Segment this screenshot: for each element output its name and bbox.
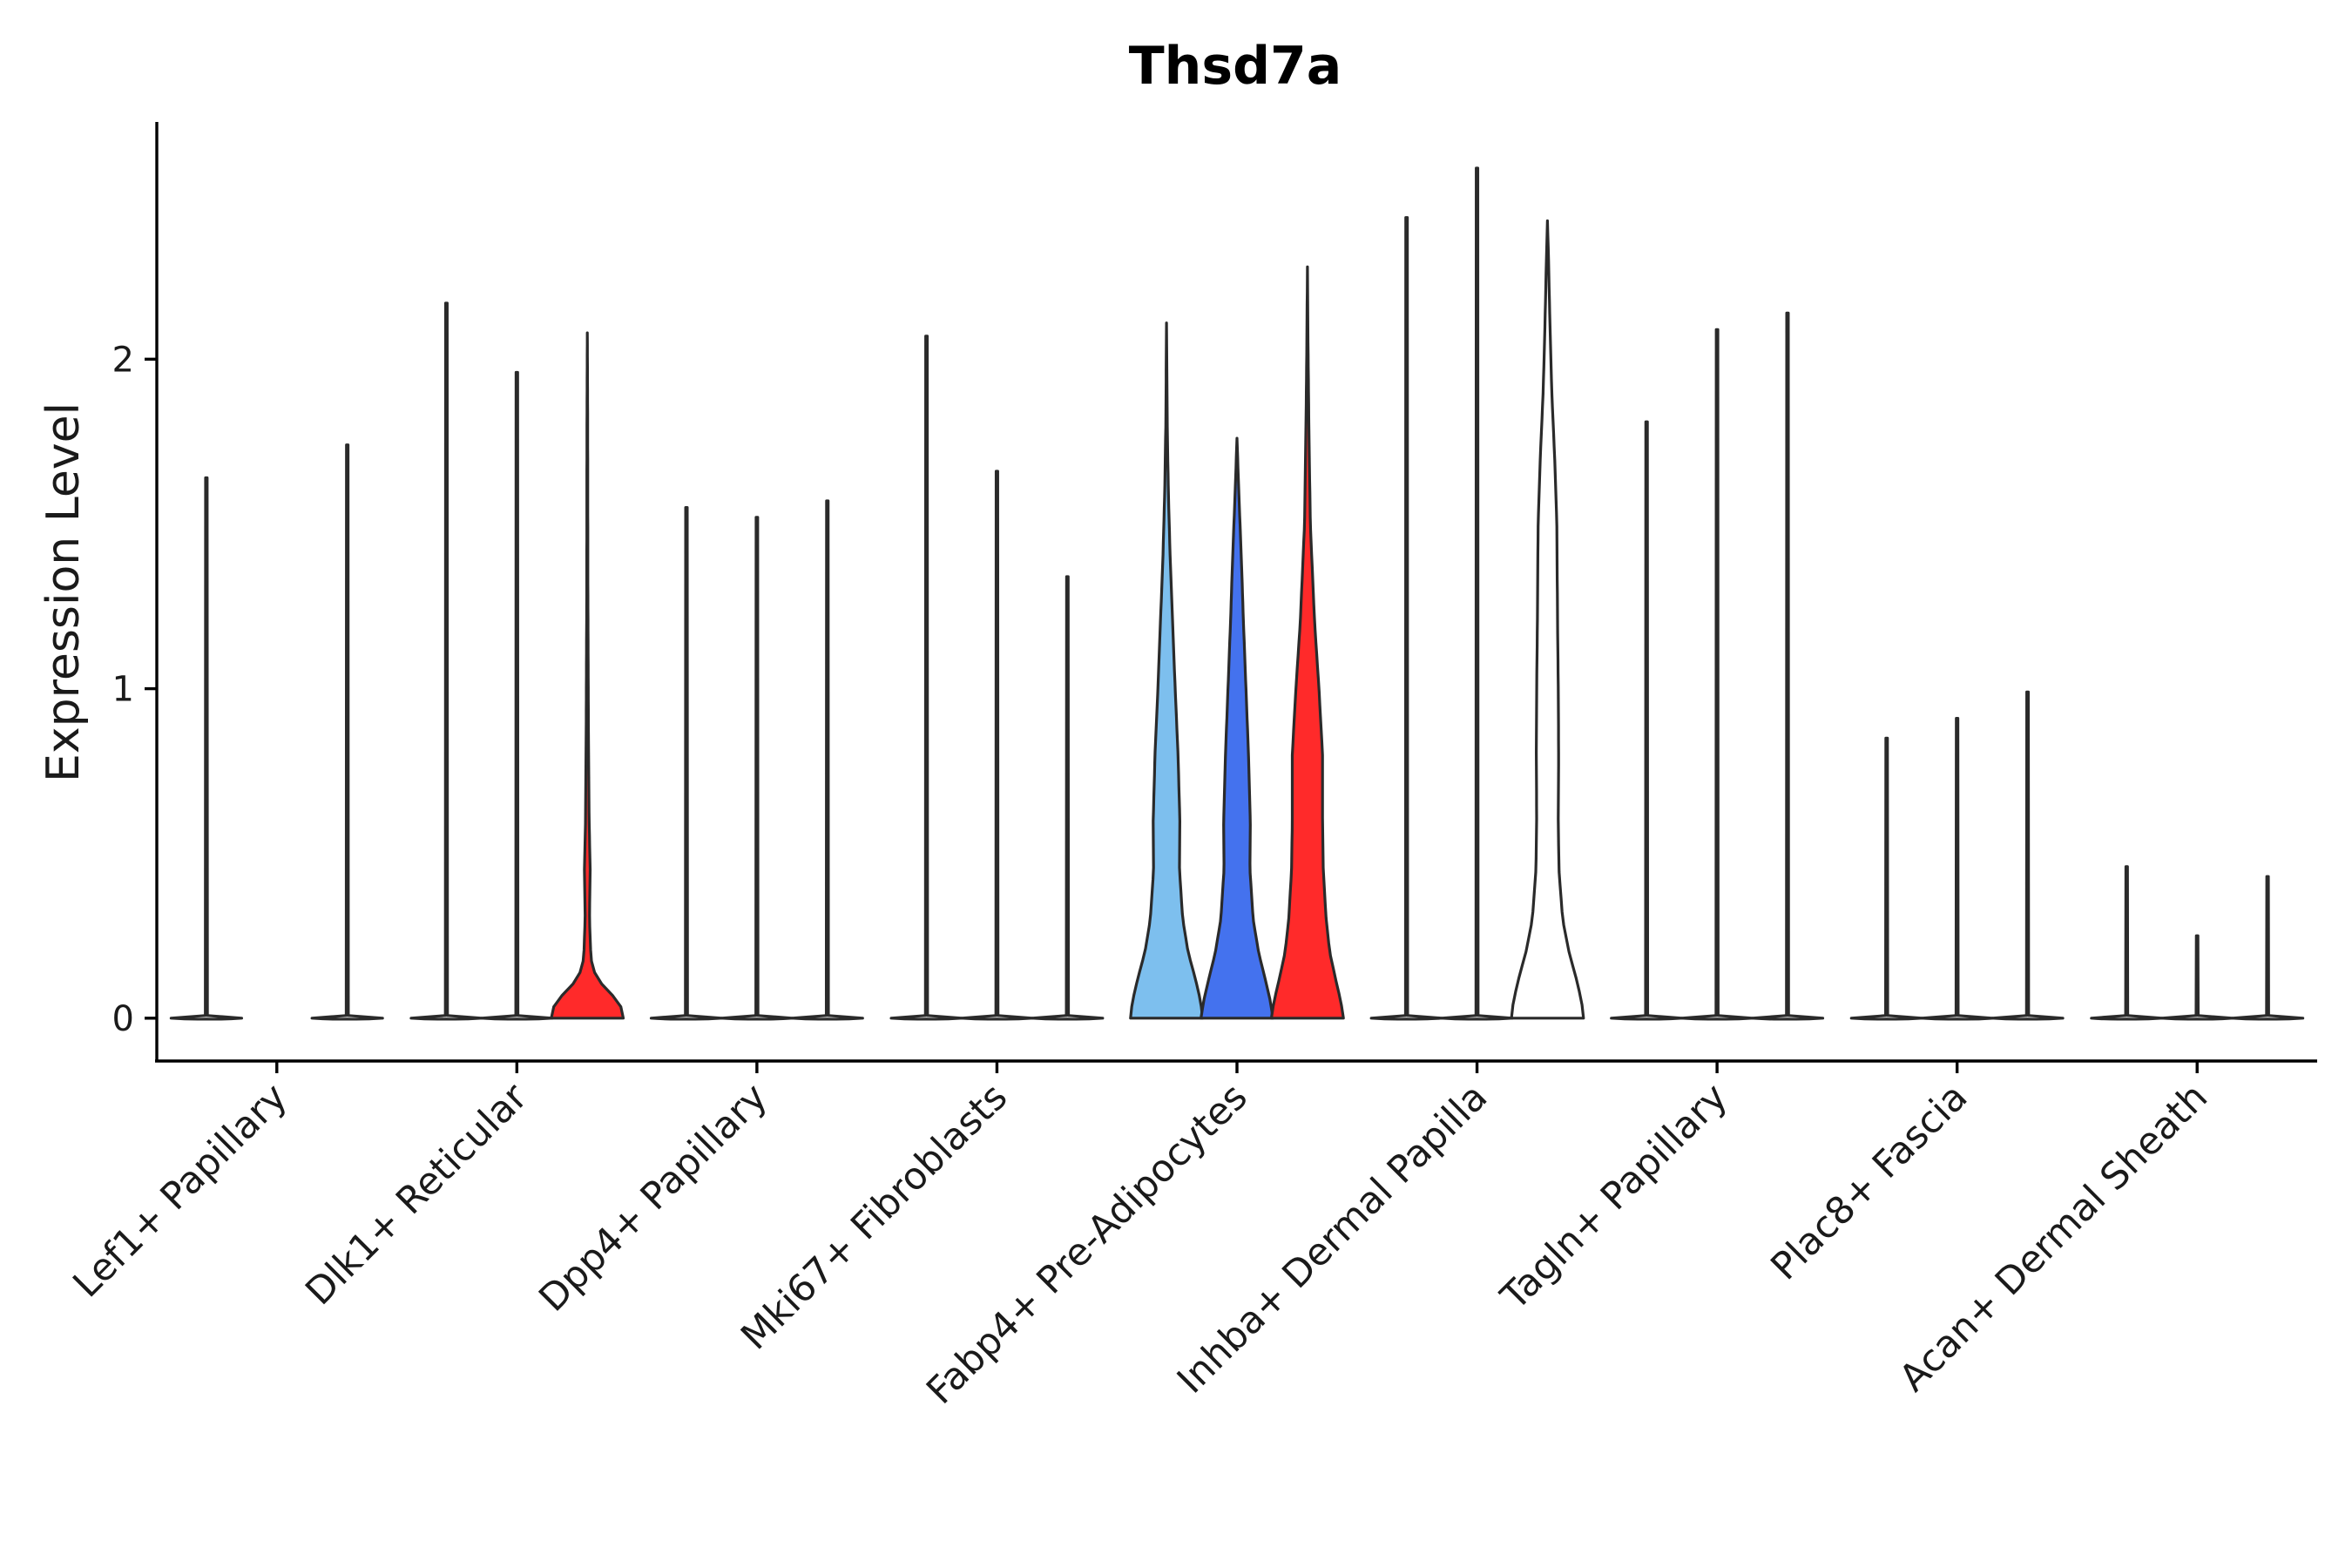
violin-3 (310, 443, 384, 1021)
violin-3 (1510, 219, 1585, 1020)
x-category-label: Dlk1+ Reticular (297, 1075, 536, 1314)
violin-3 (790, 499, 864, 1021)
violin-2 (1440, 166, 1514, 1021)
violin-1 (1610, 420, 1684, 1021)
y-tick-label: 1 (112, 670, 134, 710)
violin-3 (2230, 875, 2305, 1021)
violin-3 (1750, 311, 1825, 1021)
violin-1 (889, 335, 963, 1021)
x-category-label: Plac8+ Fascia (1762, 1075, 1976, 1288)
y-axis-title: Expression Level (37, 402, 90, 782)
violin-3 (1031, 575, 1105, 1021)
violin-2 (1200, 436, 1274, 1020)
y-tick-label: 2 (112, 340, 134, 380)
violin-layer (169, 166, 2305, 1021)
violin-1 (2090, 865, 2164, 1021)
chart-title: Thsd7a (1129, 36, 1342, 97)
y-tick-label: 0 (112, 999, 134, 1039)
violin-2 (1920, 717, 1994, 1021)
violin-2 (720, 516, 794, 1021)
violin-1 (1369, 216, 1443, 1021)
violin-3 (550, 331, 625, 1020)
violin-2 (960, 470, 1034, 1021)
violin-3 (1269, 265, 1345, 1020)
violin-2 (1680, 328, 1754, 1021)
violin-1 (1129, 321, 1205, 1020)
violin-3 (1990, 690, 2065, 1021)
x-category-label: Dpp4+ Papillary (531, 1075, 775, 1320)
violin-1 (1849, 736, 1923, 1021)
violin-1 (169, 476, 244, 1021)
x-category-label: Tagln+ Papillary (1492, 1075, 1736, 1319)
x-category-label: Mki67+ Fibroblasts (733, 1075, 1016, 1358)
x-category-label: Lef1+ Papillary (65, 1075, 296, 1306)
violin-2 (480, 370, 554, 1021)
violin-1 (649, 505, 724, 1021)
violin-1 (409, 301, 483, 1021)
y-axis-ticks: 0 1 2 (112, 340, 157, 1039)
violin-2 (2160, 934, 2234, 1021)
